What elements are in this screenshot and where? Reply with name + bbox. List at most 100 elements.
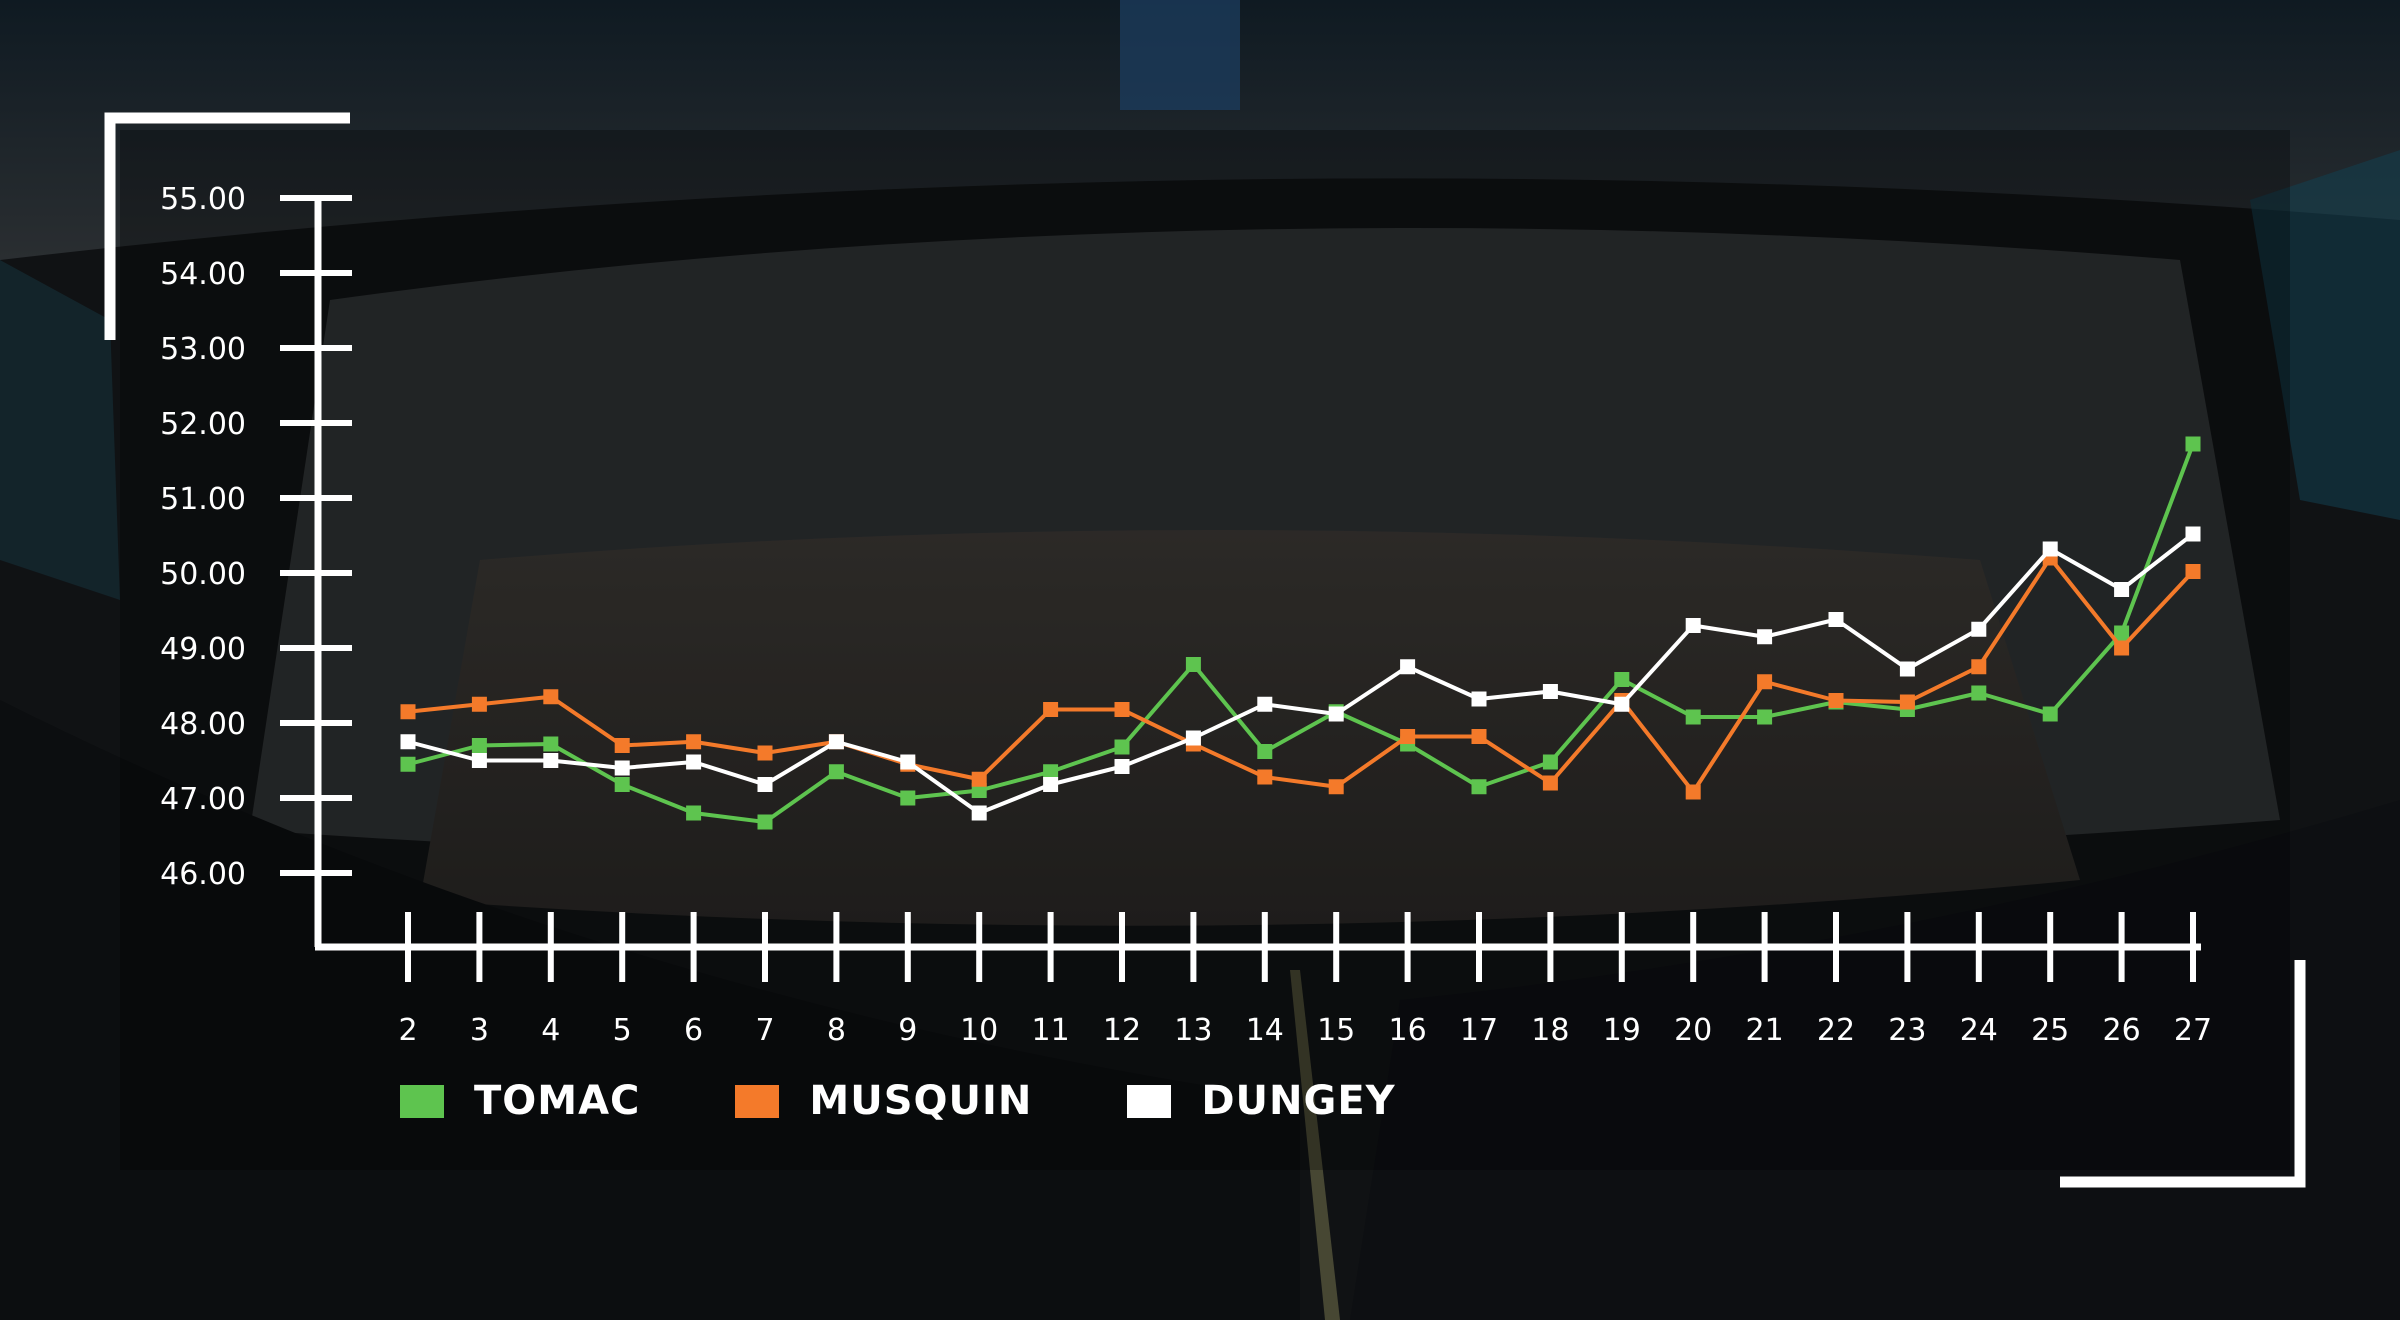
data-point-musquin bbox=[1542, 775, 1558, 791]
y-tick-label: 50.00 bbox=[160, 557, 246, 592]
frame-corners bbox=[104, 112, 2306, 1188]
x-tick-label: 5 bbox=[613, 1013, 632, 1048]
data-point-musquin bbox=[686, 734, 702, 750]
data-point-dungey bbox=[400, 734, 416, 750]
data-point-dungey bbox=[1328, 706, 1344, 722]
x-tick-label: 13 bbox=[1174, 1013, 1212, 1048]
series-dungey bbox=[400, 526, 2201, 821]
data-point-dungey bbox=[757, 777, 773, 792]
data-point-musquin bbox=[1471, 729, 1487, 744]
data-point-dungey bbox=[543, 753, 559, 768]
data-point-dungey bbox=[1542, 684, 1558, 699]
x-tick-label: 15 bbox=[1317, 1013, 1355, 1048]
legend-swatch-musquin bbox=[735, 1084, 780, 1118]
data-point-dungey bbox=[1685, 618, 1701, 633]
data-point-musquin bbox=[1043, 702, 1059, 717]
y-tick-label: 51.00 bbox=[160, 482, 246, 517]
x-tick-label: 16 bbox=[1389, 1013, 1427, 1048]
data-point-musquin bbox=[2114, 640, 2130, 656]
x-tick-label: 12 bbox=[1103, 1013, 1141, 1048]
y-tick-label: 54.00 bbox=[160, 257, 246, 292]
y-tick-label: 55.00 bbox=[160, 182, 246, 217]
data-point-musquin bbox=[1971, 659, 1987, 675]
data-point-tomac bbox=[2185, 436, 2201, 452]
data-point-dungey bbox=[1757, 629, 1773, 645]
legend-label-dungey: DUNGEY bbox=[1201, 1078, 1396, 1124]
data-point-musquin bbox=[1899, 694, 1915, 710]
data-point-tomac bbox=[828, 764, 844, 780]
x-axis-ticks: 2 3 4 5 6 7 8 9 10 11 12 13 14 15 16 17 18 19 20 21 22 23 24 25… bbox=[398, 912, 2212, 1048]
data-point-dungey bbox=[1114, 759, 1130, 774]
data-point-dungey bbox=[1400, 659, 1416, 675]
x-tick-label: 19 bbox=[1603, 1013, 1641, 1048]
data-point-tomac bbox=[543, 736, 559, 752]
x-tick-label: 25 bbox=[2031, 1013, 2069, 1048]
x-tick-label: 6 bbox=[684, 1013, 703, 1048]
data-point-dungey bbox=[1828, 612, 1844, 627]
y-tick-label: 49.00 bbox=[160, 632, 246, 667]
x-tick-label: 7 bbox=[755, 1013, 774, 1048]
data-point-musquin bbox=[543, 689, 559, 705]
series-tomac bbox=[400, 436, 2201, 830]
data-point-tomac bbox=[1043, 764, 1059, 780]
data-point-dungey bbox=[1614, 696, 1630, 712]
x-tick-label: 18 bbox=[1531, 1013, 1569, 1048]
x-tick-label: 26 bbox=[2103, 1013, 2141, 1048]
legend-swatch-dungey bbox=[1127, 1084, 1172, 1118]
x-tick-label: 17 bbox=[1460, 1013, 1498, 1048]
x-tick-label: 9 bbox=[898, 1013, 917, 1048]
data-point-tomac bbox=[757, 814, 773, 830]
data-point-musquin bbox=[1757, 674, 1773, 690]
data-point-tomac bbox=[1685, 709, 1701, 725]
y-tick-label: 52.00 bbox=[160, 407, 246, 442]
data-point-tomac bbox=[471, 738, 487, 753]
data-point-tomac bbox=[1971, 685, 1987, 701]
data-point-tomac bbox=[1757, 709, 1773, 725]
axes bbox=[314, 195, 2201, 951]
x-tick-label: 24 bbox=[1960, 1013, 1998, 1048]
data-point-dungey bbox=[1185, 730, 1201, 746]
series-line-musquin bbox=[407, 556, 2195, 794]
series-line-dungey bbox=[407, 532, 2195, 815]
data-point-tomac bbox=[686, 805, 702, 821]
legend-label-tomac: TOMAC bbox=[474, 1078, 641, 1124]
data-point-musquin bbox=[1114, 702, 1130, 717]
data-point-dungey bbox=[686, 754, 702, 770]
series-line-tomac bbox=[407, 443, 2195, 824]
x-tick-label: 14 bbox=[1246, 1013, 1284, 1048]
data-point-dungey bbox=[1043, 777, 1059, 792]
data-point-musquin bbox=[1828, 693, 1844, 708]
data-point-musquin bbox=[1257, 769, 1273, 785]
x-tick-label: 2 bbox=[398, 1013, 417, 1048]
legend-label-musquin: MUSQUIN bbox=[809, 1078, 1033, 1124]
x-tick-label: 27 bbox=[2174, 1013, 2212, 1048]
data-point-dungey bbox=[614, 760, 630, 776]
data-point-musquin bbox=[471, 696, 487, 712]
x-tick-label: 11 bbox=[1032, 1013, 1070, 1048]
y-axis-ticks: 46.00 47.00 48.00 49.00 50.00 51.00 52.00 53.00… bbox=[160, 182, 352, 892]
data-point-dungey bbox=[1971, 621, 1987, 637]
legend-item-tomac: TOMAC bbox=[400, 1078, 640, 1124]
legend-swatch-tomac bbox=[400, 1084, 444, 1118]
legend-item-musquin: MUSQUIN bbox=[735, 1078, 1032, 1124]
x-tick-label: 10 bbox=[960, 1013, 998, 1048]
data-point-musquin bbox=[757, 745, 773, 761]
data-point-tomac bbox=[400, 756, 416, 772]
series-layer bbox=[400, 436, 2201, 830]
data-point-musquin bbox=[1685, 784, 1701, 800]
data-point-tomac bbox=[1185, 657, 1201, 672]
data-point-tomac bbox=[2114, 625, 2130, 641]
data-point-dungey bbox=[971, 805, 987, 821]
data-point-musquin bbox=[2185, 564, 2201, 579]
data-point-tomac bbox=[2042, 706, 2058, 722]
data-point-dungey bbox=[900, 754, 916, 770]
data-point-dungey bbox=[471, 753, 487, 768]
x-tick-label: 23 bbox=[1888, 1013, 1926, 1048]
legend-item-dungey: DUNGEY bbox=[1127, 1078, 1395, 1124]
x-tick-label: 3 bbox=[470, 1013, 489, 1048]
x-tick-label: 21 bbox=[1746, 1013, 1784, 1048]
y-tick-label: 48.00 bbox=[160, 707, 246, 742]
data-point-tomac bbox=[1542, 754, 1558, 770]
y-tick-label: 53.00 bbox=[160, 332, 246, 367]
